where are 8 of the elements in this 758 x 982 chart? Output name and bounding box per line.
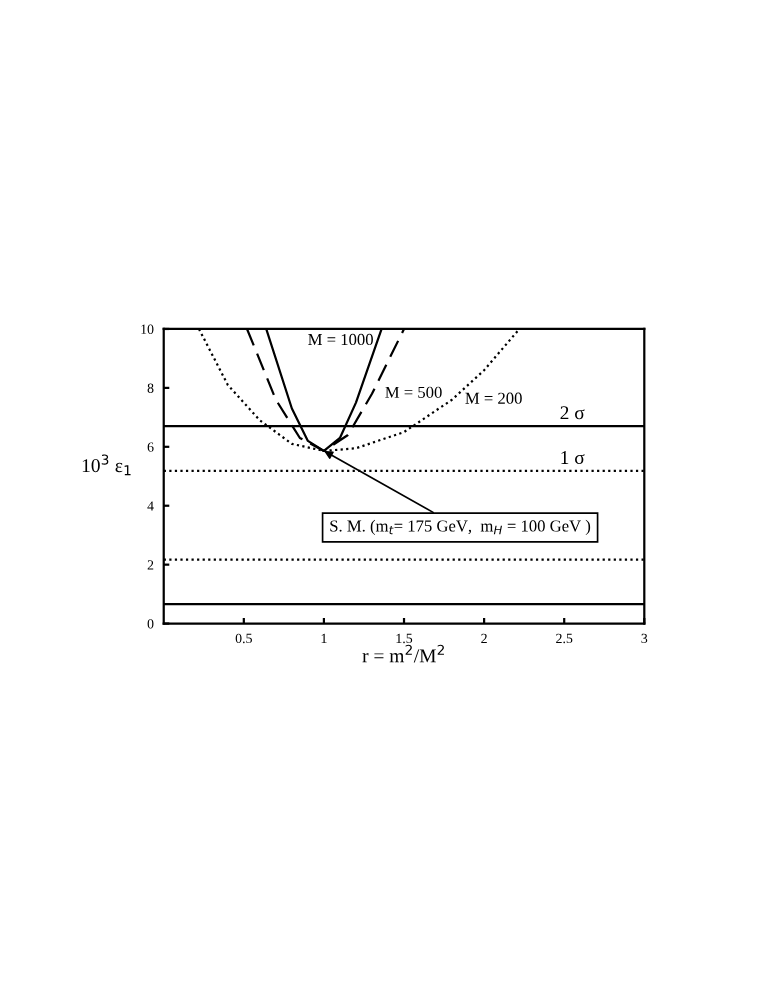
y-axis-title: 10$^{3}$ ε$_{1}$ (82, 454, 131, 476)
series-label: M = 500 (385, 386, 442, 398)
annotation: S. M. (m$_{t}$= 175 GeV, m$_{H}$ = 100 GeV ) (330, 519, 591, 535)
x-axis-title: r = m$^{2}$/M$^{2}$ (362, 644, 444, 663)
ref-line-label: 2 σ (560, 406, 585, 420)
ref-line-label: 1 σ (561, 451, 585, 465)
series-label: M = 200 (465, 392, 522, 404)
series-label: M = 1000 (308, 333, 373, 346)
